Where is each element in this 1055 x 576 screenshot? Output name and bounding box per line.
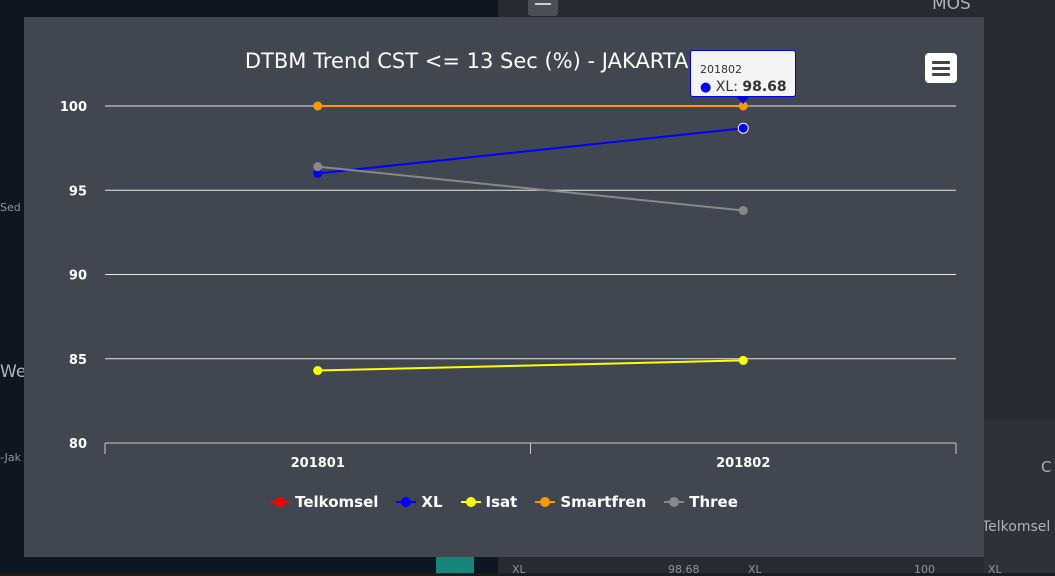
tooltip-row: ● XL: 98.68 [700,79,787,95]
chart-title: DTBM Trend CST <= 13 Sec (%) - JAKARTA B… [244,49,764,73]
bottom-value: 98.68 [668,563,700,576]
dashboard-card [984,420,1055,573]
x-tick-label: 201802 [716,456,770,471]
series-line-three [317,165,744,212]
series-line-xl [317,127,744,175]
hover-marker [737,122,749,134]
legend-item-isat[interactable]: Isat [460,493,518,511]
map-label-we: We [0,362,27,382]
legend-label: Three [689,493,738,511]
legend-marker-icon [396,496,417,508]
y-tick-label: 85 [69,353,87,368]
background-menu-icon[interactable] [528,0,558,16]
legend-item-smartfren[interactable]: Smartfren [535,493,646,511]
legend-marker-icon [460,496,481,508]
legend-label: Telkomsel [295,493,379,511]
bottom-value: XL [512,563,526,576]
data-point-xl [313,168,323,178]
bottom-value: XL [988,563,1002,576]
data-point-three [738,205,748,215]
data-point-isat [313,366,323,376]
map-label-sed: Sed [0,201,21,214]
data-point-three [313,162,323,172]
data-point-smartfren [313,101,323,111]
x-tick-label: 201801 [291,456,345,471]
bottom-value: XL [748,563,762,576]
partial-header: C [1041,458,1052,476]
bottom-value: 100 [914,563,935,576]
legend-label: Isat [485,493,518,511]
legend-marker-icon [664,496,685,508]
map-control-button[interactable] [436,556,474,573]
legend-label: XL [421,493,443,511]
map-label-jak: -Jak [0,451,21,464]
tooltip-dot-icon: ● [700,80,712,95]
legend-item-telkomsel[interactable]: Telkomsel [270,493,378,511]
tooltip-value: 98.68 [742,79,787,95]
y-tick-label: 80 [69,437,87,452]
legend-label: Smartfren [560,493,647,511]
chart-legend: Telkomsel XL Isat Smartfren Three [24,493,984,511]
tooltip-category: 201802 [700,63,742,76]
data-point-isat [738,355,748,365]
legend-marker-icon [535,496,556,508]
telkomsel-label: Telkomsel [982,519,1051,535]
legend-item-xl[interactable]: XL [396,493,443,511]
tooltip-series: XL [715,79,734,95]
y-tick-label: 95 [69,184,87,199]
legend-item-three[interactable]: Three [664,493,738,511]
line-chart: 80 85 90 95 100 201801 201802 [60,100,957,471]
legend-marker-icon [270,496,291,508]
y-tick-label: 90 [69,269,87,284]
chart-panel: DTBM Trend CST <= 13 Sec (%) - JAKARTA B… [24,17,984,557]
y-tick-label: 100 [60,100,87,115]
data-tooltip: 201802 ● XL: 98.68 [690,50,796,104]
mos-header: MOS [932,0,971,14]
hamburger-menu-icon[interactable] [925,53,957,83]
series-line-isat [317,359,744,372]
